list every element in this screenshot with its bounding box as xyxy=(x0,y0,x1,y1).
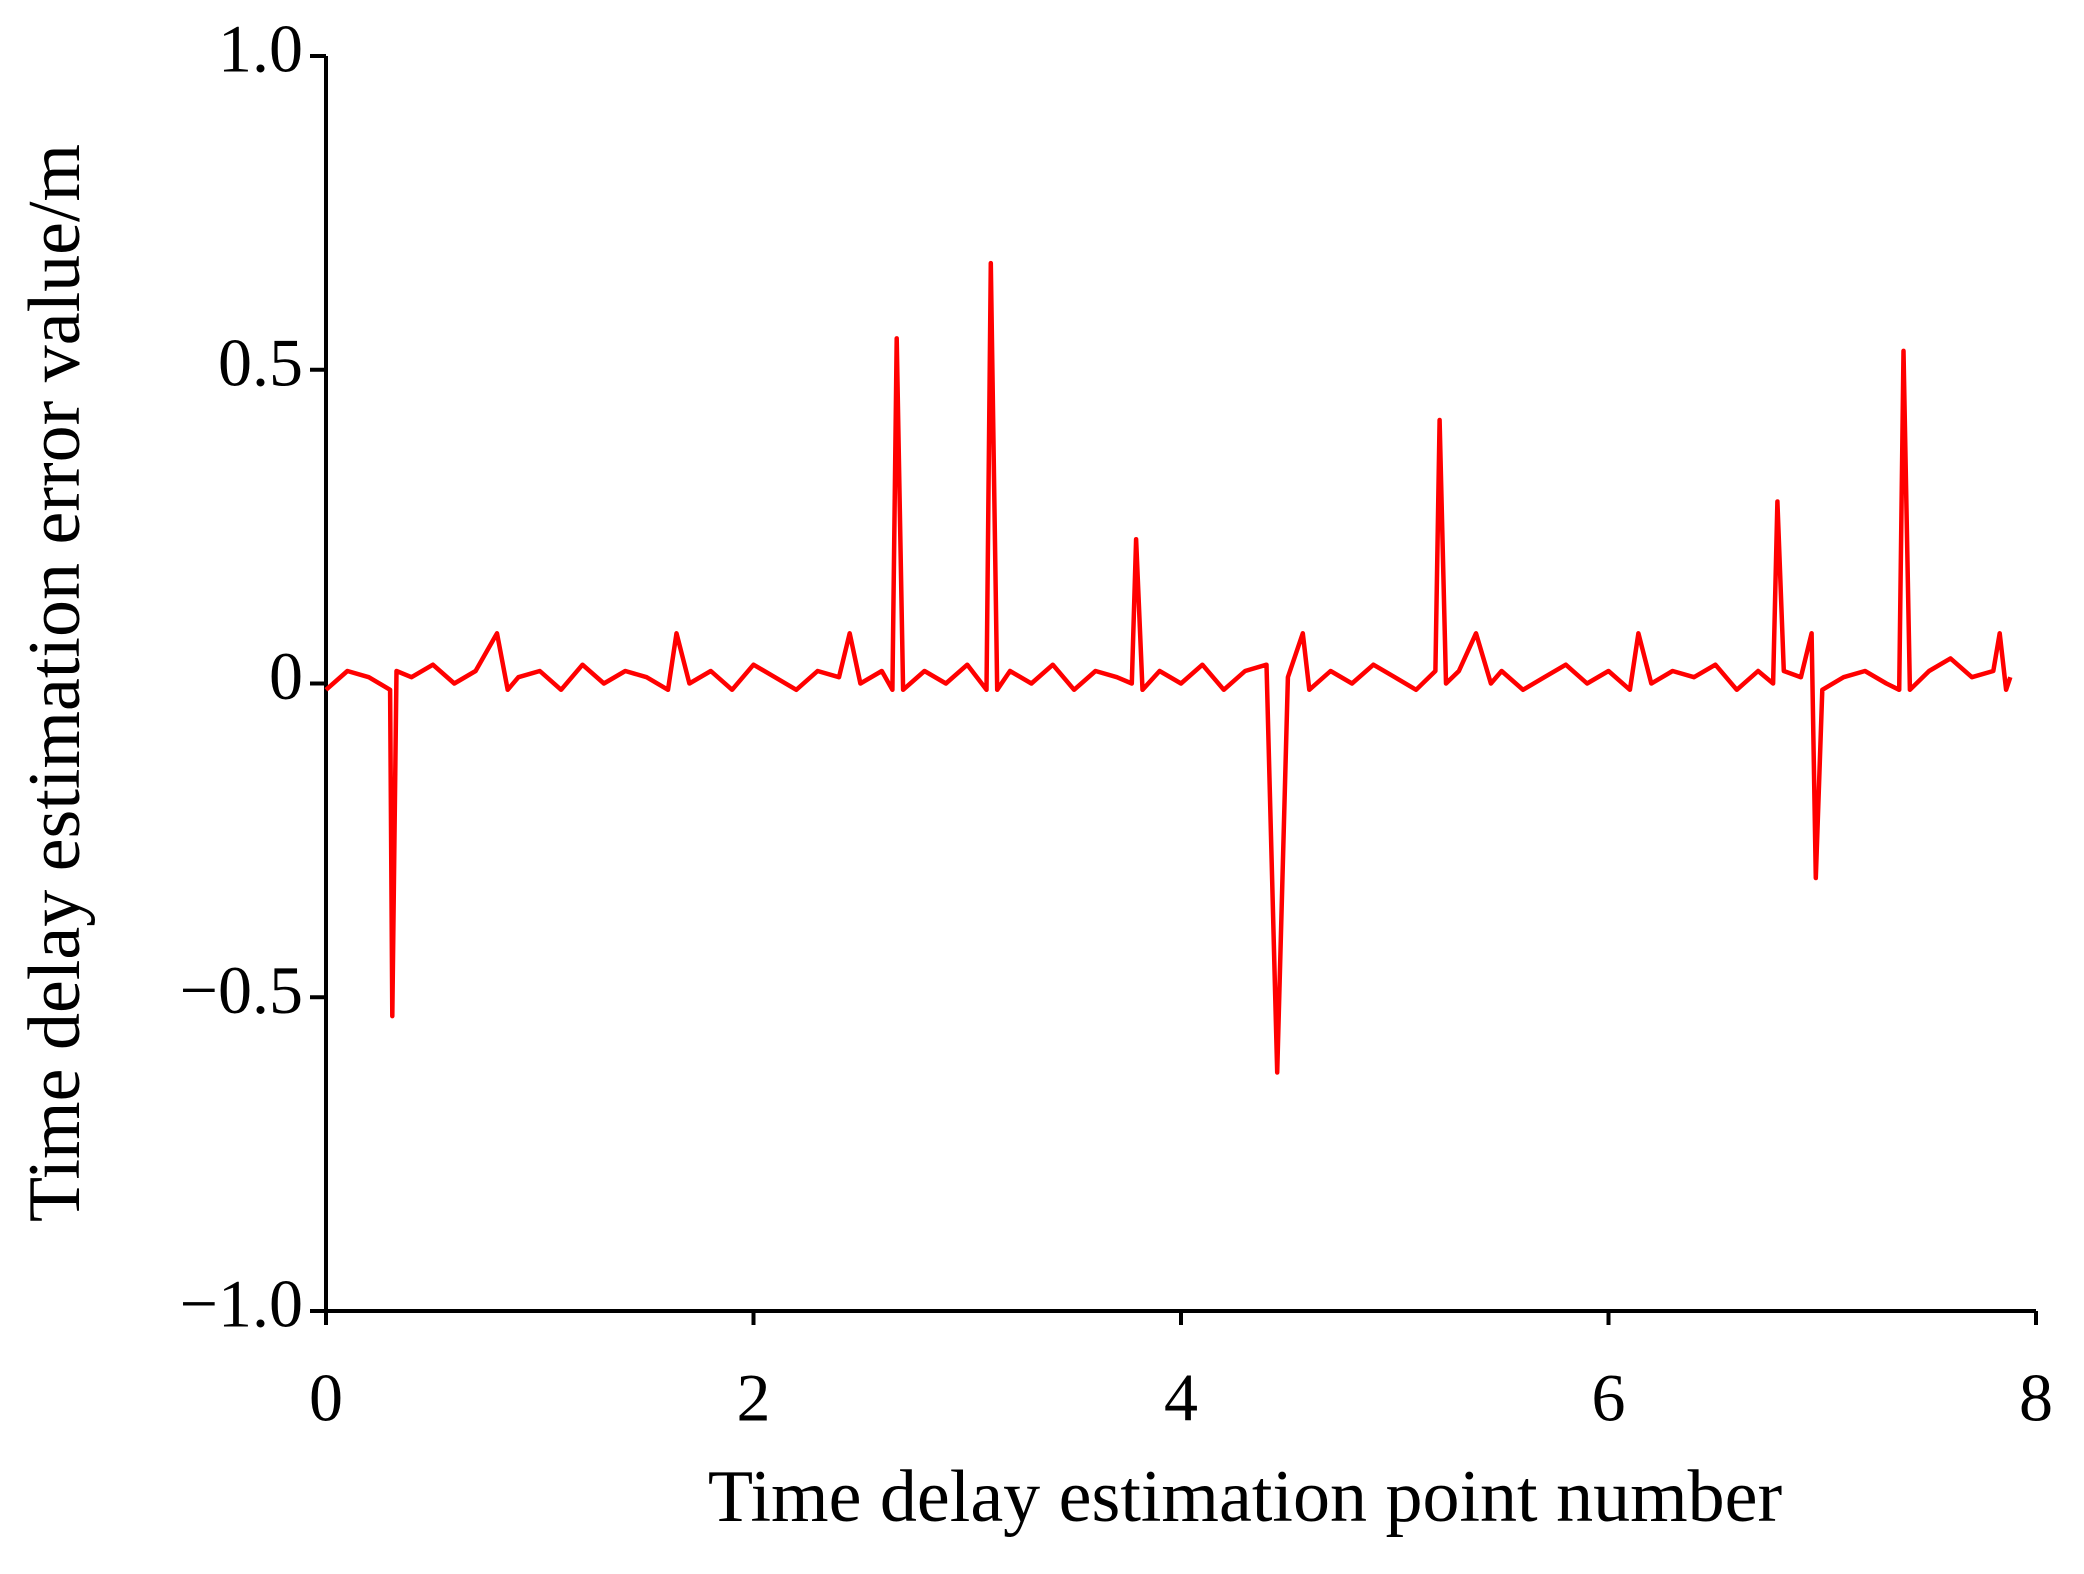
x-axis-label: Time delay estimation point number xyxy=(708,1456,1782,1538)
y-tick-label: −0.5 xyxy=(180,952,303,1028)
y-tick-label: −1.0 xyxy=(180,1266,303,1342)
data-line xyxy=(324,260,2013,1075)
x-tick-label: 6 xyxy=(1592,1360,1626,1436)
y-tick-label: 0 xyxy=(269,638,303,714)
x-tick-label: 0 xyxy=(309,1360,343,1436)
y-tick-label: 1.0 xyxy=(218,11,303,87)
x-tick-label: 4 xyxy=(1164,1360,1198,1436)
y-tick-label: 0.5 xyxy=(218,324,303,400)
x-tick-label: 2 xyxy=(737,1360,771,1436)
x-tick-label: 8 xyxy=(2019,1360,2053,1436)
y-axis-label: Time delay estimation error value/m xyxy=(14,144,96,1222)
